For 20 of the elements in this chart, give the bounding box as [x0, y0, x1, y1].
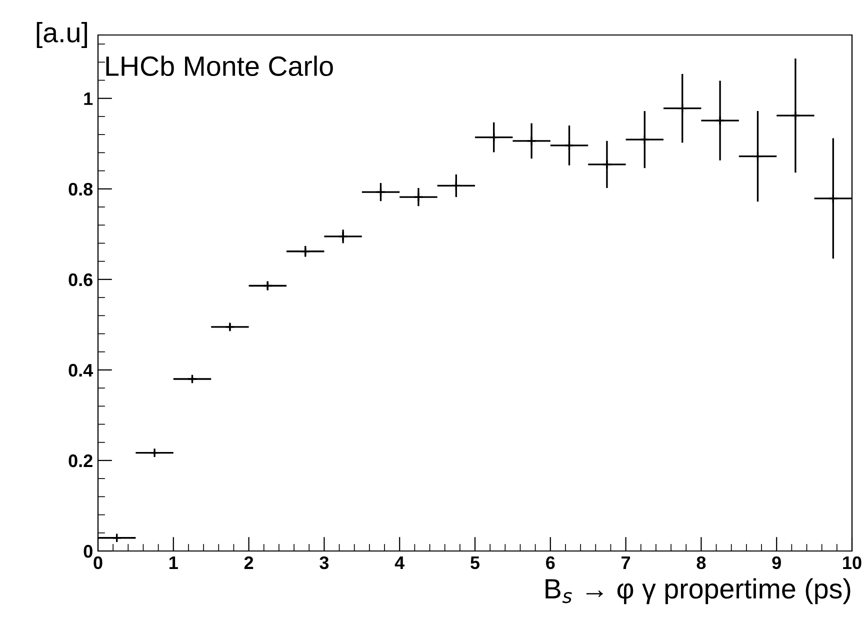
x-tick-label: 5: [470, 556, 480, 570]
y-tick-label: 0.6: [68, 273, 92, 286]
y-axis-title: [a.u]: [36, 22, 87, 48]
x-tick-label: 1: [170, 556, 178, 569]
x-tick-label: 4: [394, 556, 405, 569]
x-tick-label: 9: [772, 556, 781, 570]
y-tick-label: 0.4: [68, 364, 94, 377]
x-tick-label: 8: [696, 556, 706, 570]
x-tick-label: 3: [320, 556, 329, 570]
y-tick-label: 0.8: [68, 182, 93, 196]
x-tick-label: 10: [843, 556, 862, 570]
x-axis-title: B$_{s}$ → φ γ propertime (ps): [546, 578, 850, 604]
annotation: LHCb Monte Carlo: [106, 56, 333, 76]
x-tick-label: 6: [546, 556, 555, 570]
x-tick-label: 2: [244, 556, 254, 569]
y-tick-label: 1: [84, 92, 93, 105]
y-tick-label: 0: [84, 544, 92, 558]
y-tick-label: 0.2: [68, 454, 92, 468]
x-tick-label: 0: [94, 556, 102, 570]
x-tick-label: 7: [622, 556, 630, 569]
